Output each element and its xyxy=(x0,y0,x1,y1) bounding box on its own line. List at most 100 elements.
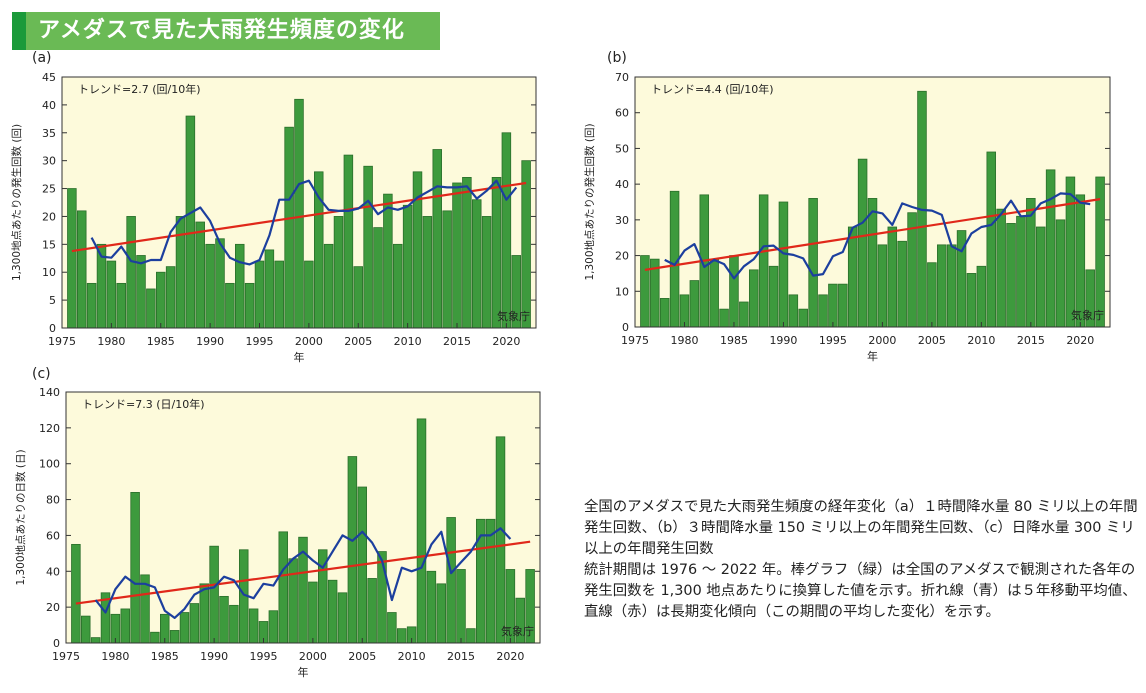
y-tick-label: 50 xyxy=(615,142,629,155)
bar-1989 xyxy=(195,221,205,329)
bar-2009 xyxy=(393,243,403,329)
bar-2004 xyxy=(347,456,358,644)
bar-1993 xyxy=(808,198,818,328)
trend-annotation: トレンド=4.4 (回/10年) xyxy=(651,82,774,96)
y-tick-label: 20 xyxy=(615,250,629,263)
bar-1977 xyxy=(77,210,87,329)
y-tick-label: 10 xyxy=(42,266,56,279)
bar-1980 xyxy=(106,260,117,329)
bar-2016 xyxy=(466,628,476,644)
y-tick-label: 100 xyxy=(39,458,60,471)
bar-2012 xyxy=(996,208,1006,328)
x-tick-label: 2010 xyxy=(398,650,426,663)
bar-1976 xyxy=(67,188,77,329)
bar-1978 xyxy=(86,282,97,329)
y-axis-label: 1,300地点あたりの日数 (日) xyxy=(14,449,27,585)
x-tick-label: 1980 xyxy=(101,650,129,663)
bar-1997 xyxy=(278,531,288,644)
x-tick-label: 2015 xyxy=(1017,334,1045,347)
bar-1986 xyxy=(169,630,180,644)
bar-1991 xyxy=(219,595,229,644)
bar-1988 xyxy=(758,194,769,328)
x-axis-label: 年 xyxy=(298,665,309,679)
bar-1989 xyxy=(768,265,779,328)
bar-2014 xyxy=(446,517,456,644)
bar-1984 xyxy=(150,631,160,644)
source-label: 気象庁 xyxy=(501,624,534,638)
bar-1982 xyxy=(126,216,136,329)
bar-2020 xyxy=(1075,194,1086,328)
y-tick-label: 25 xyxy=(42,183,56,196)
x-tick-label: 2000 xyxy=(299,650,327,663)
bar-1996 xyxy=(838,283,848,328)
x-tick-label: 1995 xyxy=(246,335,274,348)
bar-2003 xyxy=(337,592,348,644)
bar-1988 xyxy=(185,115,196,329)
figure-caption: 全国のアメダスで見た大雨発生頻度の経年変化（a）１時間降水量 80 ミリ以上の年… xyxy=(584,497,1140,623)
bar-1983 xyxy=(709,258,719,328)
bar-1987 xyxy=(179,612,190,644)
x-tick-label: 1985 xyxy=(720,334,748,347)
bar-2005 xyxy=(927,262,937,328)
bar-2005 xyxy=(353,266,363,329)
trend-line xyxy=(644,198,1101,271)
chart-b: (b) 0 10 20 30 40 50 60 70 1975 1980 1985 1990 1995 20… xyxy=(583,50,1111,363)
trend-line xyxy=(71,181,527,253)
bar-1986 xyxy=(739,301,749,328)
y-tick-label: 20 xyxy=(42,210,56,223)
bar-1994 xyxy=(818,294,828,328)
x-tick-label: 2000 xyxy=(868,334,896,347)
bar-2000 xyxy=(308,581,318,644)
x-tick-label: 1980 xyxy=(97,335,125,348)
bar-2013 xyxy=(1006,223,1016,328)
bar-2015 xyxy=(456,569,466,644)
bar-2017 xyxy=(472,199,482,329)
bar-2008 xyxy=(383,193,393,329)
bar-1999 xyxy=(867,198,878,328)
x-tick-label: 2010 xyxy=(394,335,422,348)
bar-2010 xyxy=(976,265,987,328)
bar-2017 xyxy=(1045,169,1056,328)
bar-1989 xyxy=(199,583,209,644)
plot-frame xyxy=(634,76,1111,328)
bar-2017 xyxy=(476,518,486,644)
bar-2002 xyxy=(897,240,907,328)
bar-1977 xyxy=(81,615,91,644)
y-tick-label: 20 xyxy=(46,601,60,614)
bar-1987 xyxy=(175,216,186,329)
chart-c: (c) 0 20 40 60 80 100 120 140 1975 1980 1985 1990 199… xyxy=(14,366,541,679)
bar-1995 xyxy=(828,283,838,328)
title-banner: アメダスで見た大雨発生頻度の変化 xyxy=(12,12,440,50)
bar-1981 xyxy=(116,282,126,329)
bar-1997 xyxy=(274,260,284,329)
bar-1995 xyxy=(254,260,265,329)
y-tick-label: 40 xyxy=(615,178,629,191)
bar-1978 xyxy=(659,298,670,328)
bar-2019 xyxy=(495,436,506,644)
bar-1998 xyxy=(288,558,298,644)
bar-2022 xyxy=(521,160,531,329)
bar-2002 xyxy=(323,243,334,329)
y-tick-label: 0 xyxy=(49,322,56,335)
y-tick-label: 40 xyxy=(42,99,56,112)
bar-2018 xyxy=(481,216,492,329)
x-axis-label: 年 xyxy=(294,350,305,364)
title-accent-stripe xyxy=(12,12,26,50)
panel-label: (c) xyxy=(32,366,51,382)
source-label: 気象庁 xyxy=(497,309,530,323)
panel-label: (b) xyxy=(607,50,627,66)
bar-2015 xyxy=(452,182,462,329)
x-tick-label: 2020 xyxy=(496,650,524,663)
bar-2011 xyxy=(416,418,427,644)
bar-2013 xyxy=(436,583,446,644)
x-tick-label: 1980 xyxy=(670,334,698,347)
x-tick-label: 2005 xyxy=(918,334,946,347)
y-tick-label: 0 xyxy=(622,321,629,334)
bar-1982 xyxy=(130,492,140,644)
y-tick-label: 70 xyxy=(615,71,629,84)
moving-average-line xyxy=(664,192,1091,280)
y-tick-label: 5 xyxy=(49,294,56,307)
plot-frame xyxy=(65,391,541,644)
bar-1976 xyxy=(71,543,81,644)
x-tick-label: 1990 xyxy=(196,335,224,348)
